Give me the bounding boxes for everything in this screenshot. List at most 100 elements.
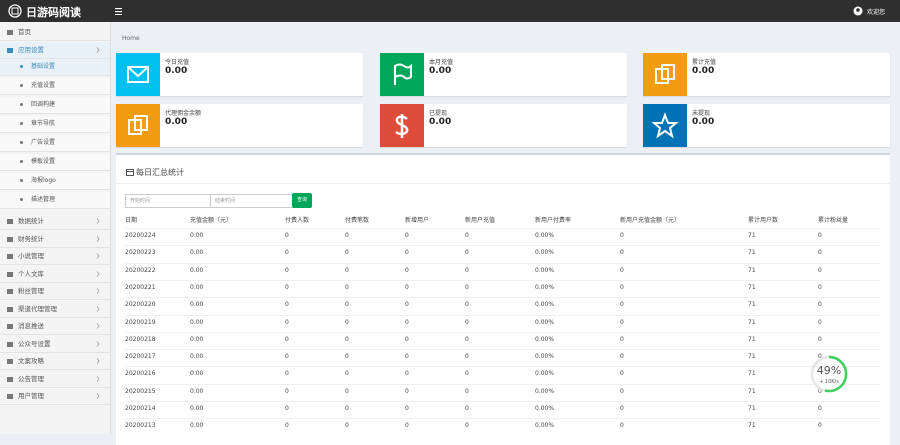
table-cell: 0: [345, 335, 349, 343]
menu-label[interactable]: 小说管理: [18, 252, 44, 260]
menu-icon: [7, 219, 13, 224]
icon: [394, 63, 412, 85]
info-box-label: 代理佣金余额: [165, 110, 202, 117]
table-cell: 0.00: [190, 249, 204, 257]
menu-label[interactable]: 广告设置: [31, 139, 56, 146]
start-date[interactable]: 开始时间: [125, 194, 211, 208]
arrow-icon: [96, 358, 100, 364]
menu-label[interactable]: 粉丝管理: [18, 287, 44, 295]
table-cell: 0: [465, 422, 469, 430]
table-cell: 0: [620, 301, 624, 309]
end-date[interactable]: 结束时间: [210, 194, 294, 208]
row-line: [125, 297, 881, 299]
table-cell: 20200218: [125, 335, 156, 343]
menu-item[interactable]: 小说管理: [0, 248, 110, 265]
menu-item[interactable]: 用户管理: [0, 388, 110, 405]
submenu-item[interactable]: 模板设置: [0, 154, 110, 171]
user-name[interactable]: 欢迎您: [867, 9, 886, 16]
menu-icon: [7, 341, 13, 347]
menu-label[interactable]: 公告管理: [18, 374, 44, 383]
menu-item[interactable]: 渠道代理管理: [0, 301, 110, 318]
column-header: 日期: [125, 217, 138, 224]
menu-item[interactable]: 财务统计: [0, 231, 110, 248]
menu-label[interactable]: 海报logo: [31, 177, 56, 184]
submenu-item[interactable]: 章节导航: [0, 116, 110, 133]
table-cell: 0: [285, 353, 289, 361]
table-cell: 0: [465, 232, 469, 239]
table-cell: 0.00%: [535, 318, 555, 326]
table-cell: 0: [285, 422, 289, 430]
column-header: 新用户付费率: [535, 217, 572, 224]
menu-toggle[interactable]: [115, 8, 123, 15]
table-cell: 0: [465, 370, 469, 378]
info-box: 已提现 0.00: [380, 104, 627, 147]
menu-icon: [7, 271, 13, 277]
avatar[interactable]: [853, 6, 863, 16]
submenu-item[interactable]: 充值设置: [0, 78, 110, 95]
menu-item[interactable]: 应用设置: [0, 41, 110, 59]
menu-icon: [7, 324, 13, 329]
table-cell: 0: [405, 318, 409, 326]
menu-label[interactable]: 消息推送: [18, 322, 44, 330]
menu-item[interactable]: 公众号设置: [0, 336, 110, 353]
submenu-item[interactable]: 回调构建: [0, 97, 110, 114]
row-line: [125, 245, 881, 247]
menu-label[interactable]: 回调构建: [31, 101, 56, 108]
logo[interactable]: 日游码阅读: [26, 6, 81, 19]
icon: [128, 115, 148, 135]
menu-label[interactable]: 充值设置: [31, 82, 56, 89]
row-line: [125, 383, 881, 385]
table-cell: 0.00%: [535, 422, 555, 430]
table-cell: 0: [345, 405, 349, 412]
table-cell: 0: [405, 422, 409, 430]
menu-label[interactable]: 首页: [18, 28, 31, 36]
menu-label[interactable]: 文案攻略: [18, 357, 44, 365]
info-box: 未提现 0.00: [643, 104, 890, 147]
top-bar: 日游码阅读 欢迎您: [0, 0, 900, 22]
menu-item[interactable]: 个人文库: [0, 266, 110, 283]
menu-item[interactable]: 公告管理: [0, 371, 110, 388]
menu-item[interactable]: 文案攻略: [0, 353, 110, 370]
table-cell: 0: [405, 249, 409, 257]
info-box-icon: [380, 53, 424, 96]
info-box: 今日充值 0.00: [116, 53, 363, 96]
submenu-item[interactable]: 基础设置: [0, 59, 110, 76]
submenu-item[interactable]: 海报logo: [0, 173, 110, 190]
table-cell: 0: [405, 301, 409, 309]
breadcrumb[interactable]: Home: [122, 35, 140, 42]
table-cell: 0: [405, 283, 409, 291]
menu-label[interactable]: 模板设置: [31, 158, 56, 165]
table-cell: 0: [405, 232, 409, 239]
table-cell: 20200223: [125, 249, 156, 257]
menu-label[interactable]: 用户管理: [18, 392, 44, 400]
menu-label[interactable]: 公众号设置: [18, 339, 51, 348]
menu-label[interactable]: 财务统计: [18, 234, 44, 243]
query-button[interactable]: 查询: [292, 193, 312, 208]
info-box-label: 未提现: [692, 110, 711, 117]
table-cell: 0: [345, 266, 349, 274]
menu-item[interactable]: 消息推送: [0, 318, 110, 335]
menu-item[interactable]: 数据统计: [0, 213, 110, 230]
menu-label[interactable]: 章节导航: [31, 120, 56, 127]
submenu-item[interactable]: 广告设置: [0, 135, 110, 152]
menu-label[interactable]: 应用设置: [18, 45, 44, 54]
menu-label[interactable]: 基础设置: [31, 63, 56, 70]
table-cell: 0.00: [190, 301, 204, 309]
menu-label[interactable]: 描述管理: [31, 196, 56, 203]
menu-item[interactable]: 首页: [0, 24, 110, 41]
row-line: [125, 418, 881, 420]
row-line: [125, 228, 881, 229]
menu-icon: [7, 306, 13, 312]
menu-item[interactable]: 粉丝管理: [0, 283, 110, 300]
menu-label[interactable]: 数据统计: [18, 217, 44, 225]
info-box-value: 0.00: [429, 117, 452, 127]
table-cell: 0.00: [190, 422, 204, 430]
table-cell: 0: [345, 249, 349, 257]
table-cell: 0: [345, 422, 349, 430]
table-cell: 0.00%: [535, 370, 555, 378]
table-cell: 0.00: [190, 405, 204, 412]
menu-label[interactable]: 个人文库: [18, 269, 44, 278]
submenu-item[interactable]: 描述管理: [0, 192, 110, 209]
menu-icon: [20, 122, 23, 125]
menu-label[interactable]: 渠道代理管理: [18, 304, 57, 313]
